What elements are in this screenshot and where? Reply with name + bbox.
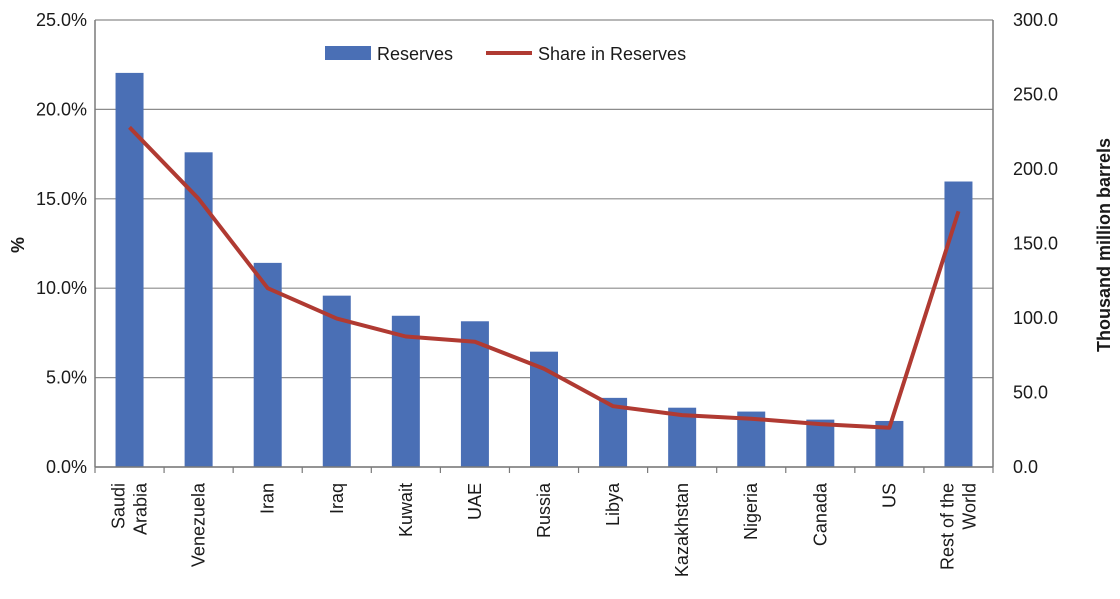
category-label-text: Iran (258, 483, 278, 514)
category-label-text: Rest of the (937, 483, 957, 570)
right-tick-label: 300.0 (1013, 10, 1058, 30)
bar (806, 419, 835, 467)
left-axis-title: % (8, 237, 28, 253)
left-tick-label: 5.0% (46, 368, 87, 388)
category-label-text: Kuwait (396, 483, 416, 537)
right-tick-label: 200.0 (1013, 159, 1058, 179)
category-label: Libya (603, 482, 623, 526)
right-tick-label: 100.0 (1013, 308, 1058, 328)
left-axis-ticks: 0.0% 5.0% 10.0% 15.0% 20.0% 25.0% (36, 10, 87, 477)
category-label: Kazakhstan (672, 483, 692, 577)
category-label: UAE (465, 483, 485, 520)
category-label: Russia (534, 482, 554, 538)
category-labels: Saudi Arabia Venezuela Iran Iraq Kuwait UAE Rus… (109, 482, 980, 577)
category-label-text: Arabia (131, 482, 151, 535)
category-label: Saudi Arabia (109, 482, 151, 535)
left-tick-label: 20.0% (36, 99, 87, 119)
share-line (128, 125, 961, 430)
legend-label-share: Share in Reserves (538, 44, 686, 64)
right-tick-label: 250.0 (1013, 85, 1058, 105)
right-axis-ticks: 0.0 50.0 100.0 150.0 200.0 250.0 300.0 (1013, 10, 1058, 477)
left-tick-label: 25.0% (36, 10, 87, 30)
bar (184, 152, 213, 467)
left-tick-label: 15.0% (36, 189, 87, 209)
category-label: Nigeria (741, 482, 761, 540)
category-label-text: Nigeria (741, 482, 761, 540)
category-label: Iran (258, 483, 278, 514)
right-tick-label: 0.0 (1013, 457, 1038, 477)
category-label: Iraq (327, 483, 347, 514)
bar (115, 72, 144, 468)
category-label-text: Iraq (327, 483, 347, 514)
left-tick-label: 0.0% (46, 457, 87, 477)
right-tick-label: 150.0 (1013, 234, 1058, 254)
right-tick-label: 50.0 (1013, 383, 1048, 403)
legend-label-reserves: Reserves (377, 44, 453, 64)
bar (322, 295, 351, 467)
category-label-text: Saudi (109, 483, 129, 529)
category-label-text: Venezuela (189, 482, 209, 567)
category-label-text: Russia (534, 482, 554, 538)
bar-series (115, 72, 973, 468)
category-label-text: UAE (465, 483, 485, 520)
category-label-text: World (959, 483, 979, 530)
bar (391, 315, 420, 467)
bar (253, 262, 282, 467)
bar (944, 181, 973, 468)
legend: Reserves Share in Reserves (325, 44, 686, 64)
line-series (128, 125, 961, 430)
category-label: Kuwait (396, 483, 416, 537)
category-label: US (879, 483, 899, 508)
left-tick-label: 10.0% (36, 278, 87, 298)
category-label: Canada (810, 482, 830, 546)
category-label-text: US (879, 483, 899, 508)
legend-swatch-reserves (325, 46, 371, 60)
category-label-text: Canada (810, 482, 830, 546)
axes (94, 20, 994, 473)
category-label-text: Libya (603, 482, 623, 526)
category-label: Rest of the World (937, 483, 979, 570)
category-label: Venezuela (189, 482, 209, 567)
right-axis-title: Thousand million barrels (1094, 138, 1114, 352)
category-label-text: Kazakhstan (672, 483, 692, 577)
